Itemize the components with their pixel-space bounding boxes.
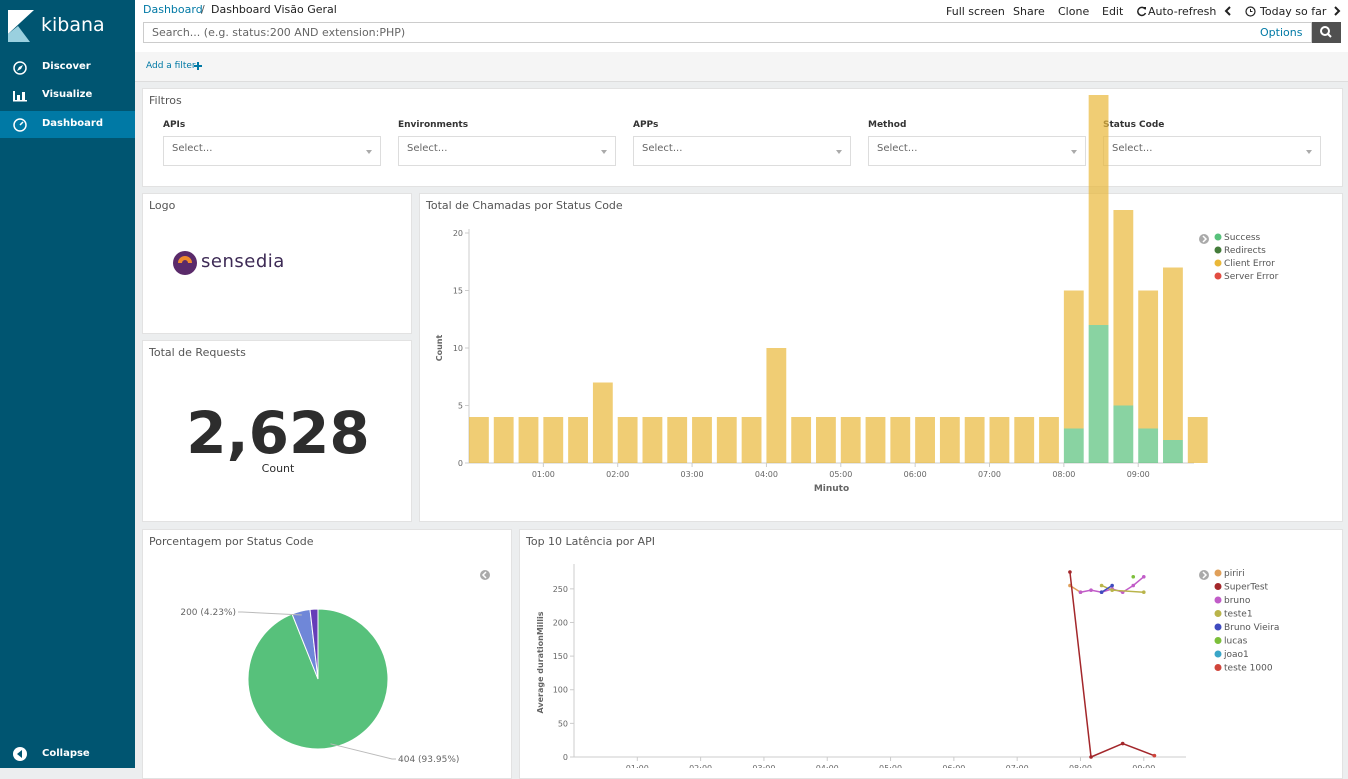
select-placeholder: Select... — [407, 143, 447, 154]
prev-icon[interactable] — [1223, 5, 1233, 17]
sensedia-icon — [172, 250, 198, 276]
breadcrumb[interactable]: Dashboard — [143, 3, 203, 16]
control-label: Method — [868, 120, 906, 130]
add-filter[interactable]: Add a filter — [146, 61, 196, 71]
search-button[interactable] — [1312, 22, 1341, 43]
bar-chart-panel: Total de Chamadas por Status Code — [419, 193, 1343, 522]
select-placeholder: Select... — [877, 143, 917, 154]
brand: kibana — [41, 14, 105, 36]
sidebar: kibana Discover Visualize Dashboard Coll… — [0, 0, 135, 768]
next-icon[interactable] — [1332, 5, 1342, 17]
breadcrumb: Dashboard Visão Geral — [211, 3, 337, 16]
panel-title: Total de Chamadas por Status Code — [426, 199, 623, 212]
collapse-icon — [12, 746, 28, 762]
select-caret — [836, 150, 842, 154]
select-box[interactable]: Select... — [868, 136, 1086, 166]
select-box[interactable]: Select... — [163, 136, 381, 166]
search-input[interactable]: Search... (e.g. status:200 AND extension… — [143, 22, 1312, 43]
pie-chart-panel: Porcentagem por Status Code — [142, 529, 512, 779]
menu-item[interactable]: Auto-refresh — [1148, 5, 1216, 18]
select-box[interactable]: Select... — [1103, 136, 1321, 166]
filter-bar: Add a filter — [135, 52, 1348, 82]
control-label: APPs — [633, 120, 658, 130]
search-icon — [1312, 22, 1341, 43]
breadcrumb-separator: / — [201, 3, 205, 16]
control-label: Status Code — [1103, 120, 1164, 130]
nav-item[interactable]: Visualize — [42, 89, 92, 100]
collapse[interactable]: Collapse — [42, 748, 90, 759]
panel-title: Porcentagem por Status Code — [149, 535, 314, 548]
metric-label: Count — [143, 462, 413, 475]
control-label: APIs — [163, 120, 185, 130]
metric-panel: Total de Requests 2,628 Count — [142, 340, 412, 522]
select-placeholder: Select... — [642, 143, 682, 154]
filters-panel: Filtros APIs Select... Environments Select.… — [142, 88, 1343, 187]
nav-item[interactable]: Dashboard — [42, 118, 103, 129]
panel-title: Total de Requests — [149, 346, 246, 359]
panel-title: Filtros — [149, 94, 182, 107]
nav-item[interactable]: Discover — [42, 61, 91, 72]
select-caret — [1071, 150, 1077, 154]
menu-item[interactable]: Share — [1013, 5, 1045, 18]
metric-value: 2,628 — [143, 401, 413, 465]
logo-panel: Logo sensedia — [142, 193, 412, 334]
select-box[interactable]: Select... — [633, 136, 851, 166]
select-caret — [1306, 150, 1312, 154]
visualize-icon — [12, 88, 28, 104]
top-bar: Dashboard / Dashboard Visão Geral Full s… — [135, 0, 1348, 52]
panel-title: Top 10 Latência por API — [526, 535, 655, 548]
options[interactable]: Options — [1260, 26, 1302, 39]
kibana-logo-icon — [8, 10, 34, 42]
refresh-icon — [1136, 6, 1147, 17]
clock-icon — [1245, 6, 1256, 17]
dashboard-icon — [12, 117, 28, 133]
menu-item[interactable]: Full screen — [946, 5, 1005, 18]
line-chart-panel: Top 10 Latência por API — [519, 529, 1343, 779]
select-caret — [601, 150, 607, 154]
menu-item[interactable]: Today so far — [1260, 5, 1326, 18]
select-placeholder: Select... — [1112, 143, 1152, 154]
plus-icon[interactable] — [194, 62, 202, 70]
menu-item[interactable]: Clone — [1058, 5, 1089, 18]
select-box[interactable]: Select... — [398, 136, 616, 166]
panel-title: Logo — [149, 199, 175, 212]
control-label: Environments — [398, 120, 468, 130]
search-placeholder: Search... (e.g. status:200 AND extension… — [152, 26, 405, 39]
select-placeholder: Select... — [172, 143, 212, 154]
logo-text: sensedia — [201, 251, 285, 272]
menu-item[interactable]: Edit — [1102, 5, 1123, 18]
select-caret — [366, 150, 372, 154]
discover-icon — [12, 60, 28, 76]
